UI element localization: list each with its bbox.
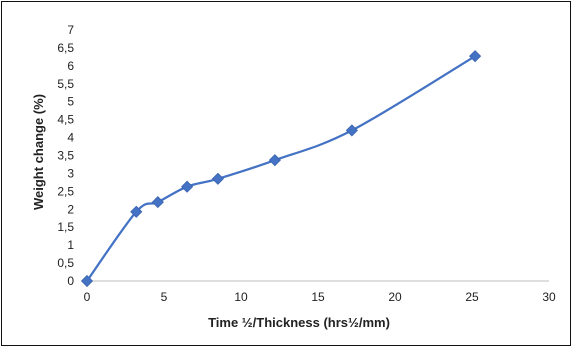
x-tick-label: 25 — [465, 290, 479, 304]
x-tick-label: 10 — [234, 290, 248, 304]
data-point-marker — [151, 196, 164, 209]
x-axis-title: Time ½/Thickness (hrs½/mm) — [208, 315, 390, 330]
y-tick-label: 1 — [67, 238, 74, 252]
y-tick-label: 1,5 — [57, 220, 74, 234]
y-tick-label: 6,5 — [57, 41, 74, 55]
y-tick-label: 0,5 — [57, 256, 74, 270]
data-point-marker — [211, 172, 224, 185]
y-tick-label: 3 — [67, 166, 74, 180]
y-axis-title: Weight change (%) — [31, 94, 46, 210]
y-tick-label: 0 — [67, 274, 74, 288]
y-axis: 0 0,5 1 1,5 2 2,5 3 3,5 4 4,5 5 5,5 6 6,5 7 — [57, 23, 74, 288]
x-tick-label: 20 — [388, 290, 402, 304]
y-tick-label: 3,5 — [57, 149, 74, 163]
series-area — [80, 50, 482, 288]
series-line — [85, 55, 477, 283]
x-tick-label: 15 — [311, 290, 325, 304]
y-tick-label: 2 — [67, 202, 74, 216]
data-point-marker — [181, 180, 194, 193]
y-tick-label: 6 — [67, 59, 74, 73]
data-point-marker — [345, 124, 358, 137]
data-point-marker — [268, 154, 281, 167]
data-point-marker — [80, 274, 94, 288]
x-tick-label: 30 — [542, 290, 556, 304]
data-point-marker — [130, 205, 143, 218]
x-tick-label: 0 — [84, 290, 91, 304]
y-tick-label: 4 — [67, 131, 74, 145]
y-tick-label: 7 — [67, 23, 74, 37]
x-axis: 0 5 10 15 20 25 30 — [84, 280, 556, 304]
y-tick-label: 4,5 — [57, 113, 74, 127]
y-tick-label: 5 — [67, 95, 74, 109]
data-point-marker — [469, 50, 482, 63]
y-tick-label: 2,5 — [57, 184, 74, 198]
x-tick-label: 5 — [161, 290, 168, 304]
y-tick-label: 5,5 — [57, 77, 74, 91]
